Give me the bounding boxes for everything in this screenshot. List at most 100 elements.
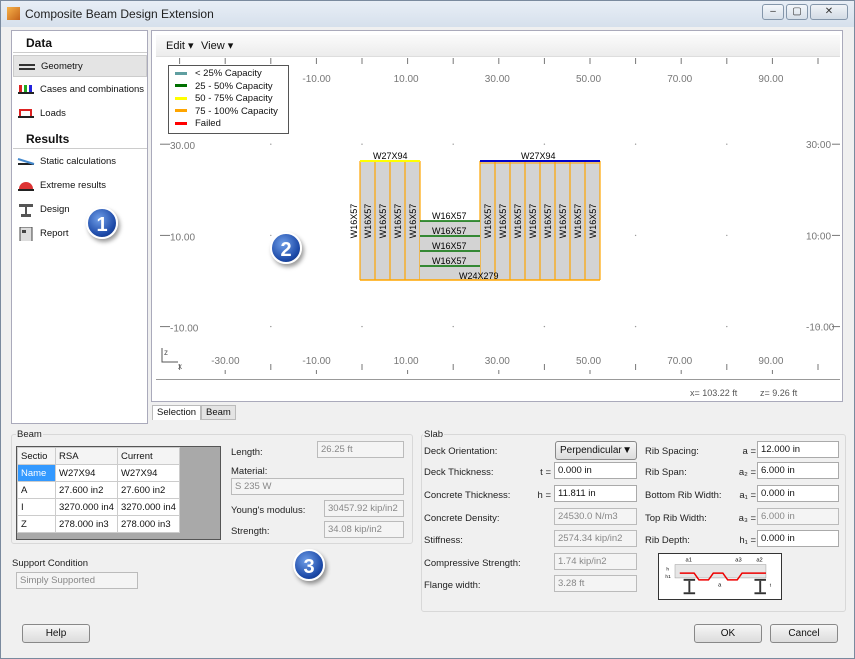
table-cell[interactable]: Name: [17, 464, 56, 482]
table-cell[interactable]: I: [17, 498, 56, 516]
app-icon: [7, 7, 20, 20]
youngs-modulus-label: Young's modulus:: [231, 505, 306, 516]
help-button[interactable]: Help: [22, 624, 90, 643]
grid-dot: [361, 325, 363, 328]
slab-field-input[interactable]: 12.000 in: [757, 441, 839, 458]
slab-field-input[interactable]: 0.000 in: [757, 485, 839, 502]
nav-item-report[interactable]: Report: [13, 223, 147, 245]
y-tick-label-left: -10.00: [170, 324, 199, 335]
x-tick-label-bottom: -30.00: [211, 356, 240, 367]
nav-item-static-calculations[interactable]: Static calculations: [13, 151, 147, 173]
diagram-label: h: [666, 566, 669, 572]
grid-dot: [270, 234, 272, 237]
grid-dot: [817, 143, 819, 145]
middle-beam-label: W16X57: [432, 211, 467, 221]
column-label: W16X57: [408, 204, 418, 239]
grid-dot: [543, 143, 546, 145]
navigation-panel: Data Geometry Cases and combinations Loa…: [11, 30, 148, 424]
maximize-button[interactable]: ▢: [786, 4, 808, 20]
nav-item-design[interactable]: Design: [13, 199, 147, 221]
table-cell[interactable]: 278.000 in3: [116, 515, 180, 533]
column-label: W16X57: [349, 204, 359, 239]
column-label: W16X57: [483, 204, 493, 239]
y-tick-label-right: 30.00: [806, 140, 831, 151]
static-calc-icon: [17, 158, 35, 165]
y-tick-label-left: 30.00: [170, 141, 195, 152]
nav-item-loads[interactable]: Loads: [13, 103, 147, 125]
table-cell[interactable]: 27.600 in2: [55, 481, 118, 499]
table-cell[interactable]: 3270.000 in4: [55, 498, 118, 516]
x-tick-label-bottom: 10.00: [394, 356, 419, 367]
slab-field-label: Deck Thickness:: [424, 467, 494, 478]
slab-symbol: h₁ =: [739, 535, 756, 546]
legend-label: 75 - 100% Capacity: [195, 105, 278, 117]
slab-field-input: 2574.34 kip/in2: [554, 530, 637, 547]
ok-button[interactable]: OK: [694, 624, 762, 643]
slab-symbol: a₃ =: [738, 513, 756, 524]
top-left-beam-label: W27X94: [373, 151, 408, 161]
table-cell[interactable]: A: [17, 481, 56, 499]
legend-label: 50 - 75% Capacity: [195, 93, 273, 104]
table-cell[interactable]: Z: [17, 515, 56, 533]
column-label: W16X57: [573, 204, 583, 239]
table-cell[interactable]: 3270.000 in4: [116, 498, 180, 516]
loads-icon: [18, 109, 34, 118]
column-label: W16X57: [558, 204, 568, 239]
slab-field-input[interactable]: 0.000 in: [757, 530, 839, 547]
x-tick-label-top: 90.00: [758, 74, 783, 85]
slab-field-label: Rib Spacing:: [645, 446, 699, 457]
slab-field-input[interactable]: 11.811 in: [554, 485, 637, 502]
legend-item: < 25% Capacity: [175, 68, 282, 81]
x-tick-label-top: 70.00: [667, 74, 692, 85]
edit-menu[interactable]: Edit ▾: [166, 40, 194, 52]
table-row[interactable]: Name W27X94 W27X94: [17, 464, 180, 482]
select-value: Perpendicular: [560, 445, 622, 456]
length-label: Length:: [231, 447, 263, 458]
legend-label: 25 - 50% Capacity: [195, 80, 273, 92]
x-tick-label-bottom: 50.00: [576, 356, 601, 367]
table-cell[interactable]: W27X94: [55, 464, 118, 482]
legend-swatch: [175, 109, 187, 113]
y-tick-label-left: 10.00: [170, 232, 195, 243]
grid-dot: [452, 325, 454, 328]
table-header-row: Sectio RSA Current: [17, 447, 180, 465]
z-axis-label: z: [164, 348, 168, 357]
slab-symbol: a₂ =: [738, 467, 756, 478]
diagram-label: h1: [665, 574, 671, 580]
beam-group-title: Beam: [16, 429, 43, 440]
top-right-beam-label: W27X94: [521, 151, 556, 161]
minimize-button[interactable]: –: [762, 4, 784, 20]
nav-item-geometry[interactable]: Geometry: [13, 55, 147, 77]
x-tick-label-top: 30.00: [485, 74, 510, 85]
column-label: W16X57: [528, 204, 538, 239]
table-cell[interactable]: 27.600 in2: [116, 481, 180, 499]
slab-symbol: h =: [537, 490, 551, 501]
table-row[interactable]: I 3270.000 in4 3270.000 in4: [17, 498, 180, 516]
tab-selection[interactable]: Selection: [152, 405, 202, 420]
nav-item-cases[interactable]: Cases and combinations: [13, 79, 147, 101]
nav-item-extreme-results[interactable]: Extreme results: [13, 175, 147, 197]
table-cell[interactable]: 278.000 in3: [55, 515, 118, 533]
grid-dot: [726, 234, 728, 237]
window-title: Composite Beam Design Extension: [25, 7, 214, 21]
view-menu[interactable]: View ▾: [201, 40, 234, 52]
geometry-icon: [19, 64, 35, 70]
tab-beam[interactable]: Beam: [201, 405, 236, 420]
slab-field-input[interactable]: 0.000 in: [554, 462, 637, 479]
legend-item: 75 - 100% Capacity: [175, 106, 282, 119]
model-canvas[interactable]: -30.00 -10.00 -10.00 10.00 10.00 30.00 30.00 50…: [156, 58, 840, 380]
cancel-button[interactable]: Cancel: [770, 624, 838, 643]
deck-orientation-select[interactable]: Perpendicular ▼: [555, 441, 637, 460]
nav-label: Cases and combinations: [40, 84, 145, 95]
legend-swatch: [175, 84, 187, 88]
capacity-legend: < 25% Capacity 25 - 50% Capacity 50 - 75…: [168, 65, 289, 134]
table-row[interactable]: A 27.600 in2 27.600 in2: [17, 481, 180, 499]
slab-symbol: a₁ =: [739, 490, 756, 501]
table-cell[interactable]: W27X94: [116, 464, 180, 482]
close-button[interactable]: ✕: [810, 4, 848, 20]
bottom-beam-label: W24X279: [459, 271, 499, 281]
slab-field-input[interactable]: 6.000 in: [757, 462, 839, 479]
table-row[interactable]: Z 278.000 in3 278.000 in3: [17, 515, 180, 533]
material-label: Material:: [231, 466, 268, 477]
